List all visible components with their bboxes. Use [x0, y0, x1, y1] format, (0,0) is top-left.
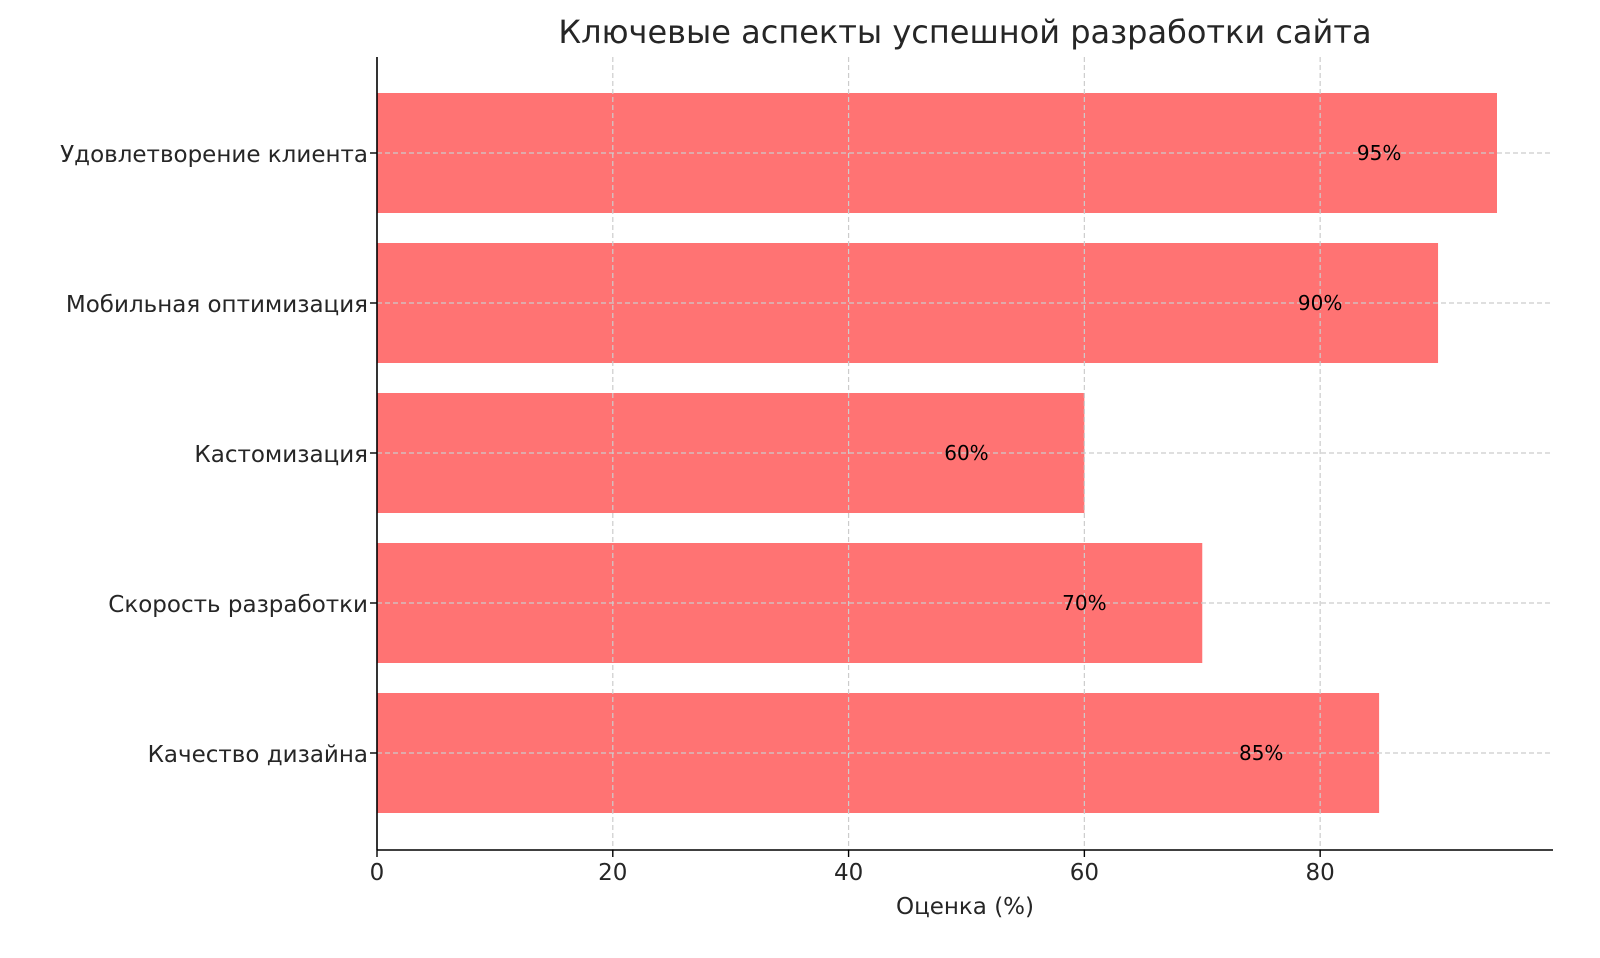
x-axis-label: Оценка (%)	[896, 894, 1034, 920]
data-label: 85%	[1239, 741, 1283, 765]
y-tick-label: Удовлетворение клиента	[60, 142, 368, 168]
x-tick-label: 60	[1070, 860, 1099, 886]
x-tick-labels: 0 20 40 60 80	[370, 850, 1335, 886]
data-label: 60%	[944, 441, 988, 465]
x-tick-label: 20	[598, 860, 627, 886]
grid-overlay	[377, 57, 1553, 850]
x-tick-label: 80	[1306, 860, 1335, 886]
y-tick-label: Качество дизайна	[148, 742, 368, 768]
y-tick-labels: Качество дизайна Скорость разработки Касто…	[60, 142, 377, 768]
x-tick-label: 0	[370, 860, 385, 886]
y-tick-label: Мобильная оптимизация	[66, 292, 368, 318]
y-tick-label: Скорость разработки	[108, 592, 368, 618]
data-label: 95%	[1357, 141, 1401, 165]
y-tick-label: Кастомизация	[194, 442, 368, 468]
chart-title: Ключевые аспекты успешной разработки сай…	[558, 13, 1371, 51]
data-label: 90%	[1298, 291, 1342, 315]
x-tick-label: 40	[834, 860, 863, 886]
data-labels: 85% 70% 60% 90% 95%	[944, 141, 1401, 765]
data-label: 70%	[1062, 591, 1106, 615]
